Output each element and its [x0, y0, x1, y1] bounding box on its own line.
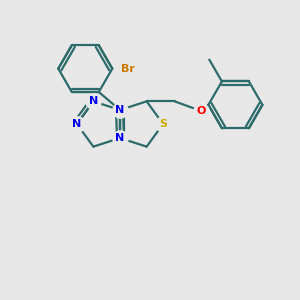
Text: Br: Br — [121, 64, 135, 74]
Text: S: S — [159, 119, 167, 129]
Text: N: N — [116, 133, 124, 143]
Text: N: N — [72, 119, 82, 129]
Text: O: O — [196, 106, 206, 116]
Text: N: N — [116, 105, 124, 115]
Text: N: N — [89, 96, 98, 106]
